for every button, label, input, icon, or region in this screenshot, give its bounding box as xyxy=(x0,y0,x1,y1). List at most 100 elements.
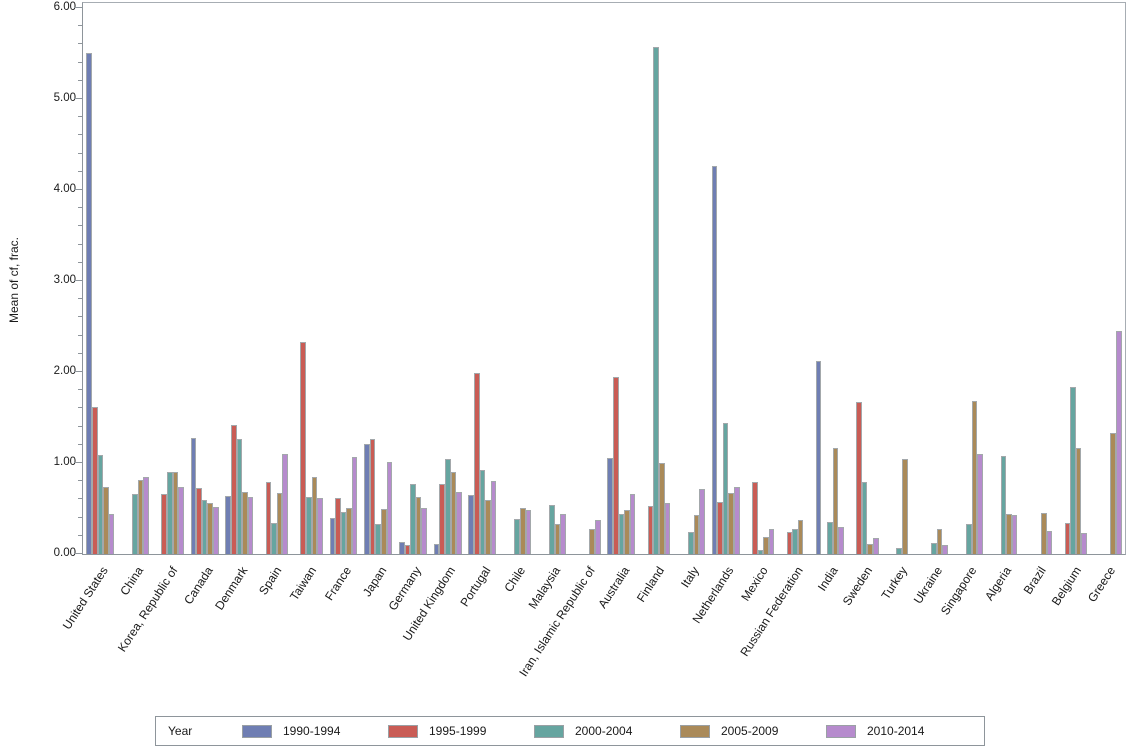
bar xyxy=(161,494,168,554)
bar-group xyxy=(222,3,257,554)
y-tick-label: 6.00 xyxy=(53,1,76,13)
y-major-tick xyxy=(74,7,82,8)
y-tick-label: 1.00 xyxy=(53,456,76,468)
y-tick-label: 4.00 xyxy=(53,183,76,195)
bar xyxy=(902,459,908,554)
bar-slot xyxy=(450,3,457,554)
legend-swatch xyxy=(534,724,564,738)
y-minor-tick xyxy=(78,425,82,427)
legend-swatch xyxy=(680,724,710,738)
x-category-label: Russian Federation xyxy=(737,564,806,659)
bar xyxy=(832,448,839,554)
bar xyxy=(664,503,671,554)
bar-slot xyxy=(607,3,613,554)
bar-slot xyxy=(768,3,775,554)
bar xyxy=(688,532,694,554)
bar-slot xyxy=(335,3,341,554)
bar xyxy=(410,484,416,554)
bar xyxy=(398,542,405,554)
bar-group xyxy=(257,3,292,554)
x-category-label: Algeria xyxy=(982,564,1015,603)
x-category-label: Italy xyxy=(677,564,702,591)
y-minor-tick xyxy=(78,298,82,300)
legend-label: 2010-2014 xyxy=(867,724,925,738)
bar-slot xyxy=(444,3,451,554)
bar-group xyxy=(1090,3,1125,554)
bar-slot xyxy=(242,3,248,554)
bar xyxy=(514,519,520,554)
bar-slot xyxy=(902,3,908,554)
bar xyxy=(607,458,613,554)
bar-group xyxy=(500,3,535,554)
bar xyxy=(178,487,184,554)
legend-label: 1990-1994 xyxy=(283,724,341,738)
bar-slot xyxy=(190,3,197,554)
bar-slot xyxy=(711,3,718,554)
bar-slot xyxy=(942,3,948,554)
y-tick-label: 2.00 xyxy=(53,365,76,377)
bar xyxy=(757,550,764,554)
x-category-label: Japan xyxy=(359,564,389,600)
bar xyxy=(1000,456,1007,554)
bar-slot xyxy=(369,3,376,554)
bar xyxy=(230,425,237,554)
bar-slot xyxy=(236,3,243,554)
bar xyxy=(722,423,729,554)
bar xyxy=(329,518,336,554)
bar xyxy=(1116,331,1122,554)
bar-slot xyxy=(965,3,972,554)
bar-slot xyxy=(201,3,208,554)
bar xyxy=(340,512,347,554)
y-minor-tick xyxy=(78,498,82,500)
bar-group xyxy=(361,3,396,554)
bar-slot xyxy=(595,3,601,554)
bar-slot xyxy=(1011,3,1018,554)
x-axis-category-labels: United States China Korea, Republic of Cana… xyxy=(60,560,1124,710)
bar-slot xyxy=(207,3,213,554)
bar xyxy=(1046,531,1053,554)
bar-group xyxy=(430,3,465,554)
bar-slot xyxy=(398,3,405,554)
x-category-label: Sweden xyxy=(839,564,876,609)
bar xyxy=(225,496,231,554)
bar-slot xyxy=(311,3,318,554)
bar xyxy=(589,529,596,554)
bar xyxy=(167,472,173,554)
bar xyxy=(861,482,868,554)
bar-slot xyxy=(519,3,526,554)
bar-slot xyxy=(247,3,254,554)
x-category-label: Belgium xyxy=(1048,564,1084,608)
bar xyxy=(525,510,532,554)
bar xyxy=(1040,513,1047,554)
bar xyxy=(797,520,804,554)
y-minor-tick xyxy=(78,43,82,45)
bar-slot xyxy=(137,3,144,554)
bar-slot xyxy=(143,3,150,554)
bar xyxy=(351,457,358,554)
y-minor-tick xyxy=(78,443,82,445)
legend-swatch xyxy=(826,724,856,738)
bar-slot xyxy=(549,3,555,554)
bar-slot xyxy=(931,3,937,554)
legend-label: 2005-2009 xyxy=(721,724,779,738)
bar-group xyxy=(569,3,604,554)
bar-slot xyxy=(1040,3,1047,554)
bar xyxy=(1081,533,1087,554)
bar-slot xyxy=(375,3,382,554)
x-category-label: Turkey xyxy=(878,564,910,603)
bar-slot xyxy=(554,3,561,554)
y-minor-tick xyxy=(78,407,82,409)
bar-slot xyxy=(717,3,723,554)
bar-slot xyxy=(490,3,497,554)
bar-slot xyxy=(346,3,352,554)
bar-group xyxy=(291,3,326,554)
bar-slot xyxy=(1075,3,1082,554)
bar-slot xyxy=(589,3,596,554)
bar-slot xyxy=(560,3,566,554)
bar xyxy=(474,373,480,554)
bar xyxy=(305,497,312,554)
bar xyxy=(271,523,277,554)
y-major-tick xyxy=(74,98,82,99)
bar-slot xyxy=(1070,3,1076,554)
y-major-tick xyxy=(74,189,82,190)
